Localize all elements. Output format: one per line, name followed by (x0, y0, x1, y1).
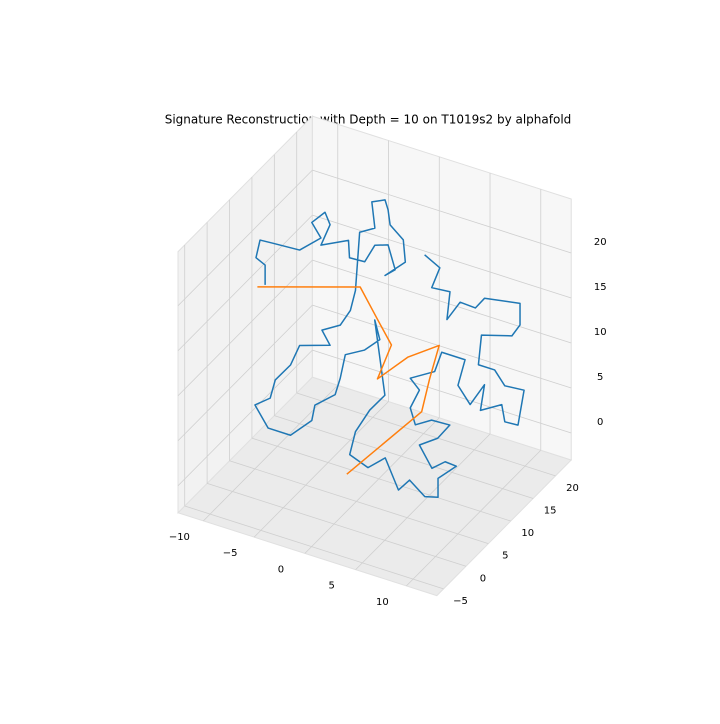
x-tick-label: −10 (169, 532, 190, 543)
y-tick-label: 15 (544, 505, 557, 516)
z-tick-label: 10 (594, 327, 607, 338)
grid-line (312, 259, 572, 344)
x-tick-label: 0 (278, 564, 284, 575)
x-tick-label: −5 (223, 548, 238, 559)
grid-line (312, 304, 572, 389)
grid-line (177, 304, 313, 442)
grid-line (312, 214, 572, 299)
y-tick-label: 0 (480, 573, 486, 584)
grid-line (203, 384, 339, 522)
z-tick-label: 0 (597, 417, 603, 428)
grid-line (229, 460, 489, 545)
grid-line (207, 482, 467, 567)
chart-title: Signature Reconstruction with Depth = 10… (165, 113, 572, 127)
z-tick-label: 15 (594, 282, 607, 293)
grid-line (312, 169, 572, 254)
x-tick-label: 5 (328, 581, 334, 592)
grid-line (406, 449, 542, 587)
grid-line (177, 349, 313, 487)
grid-line (312, 349, 572, 434)
series-line (257, 286, 440, 475)
grid-line (253, 401, 389, 538)
grid-line (296, 392, 556, 477)
grid-line (177, 259, 313, 397)
y-tick-label: −5 (453, 596, 468, 607)
grid-line (304, 417, 440, 554)
grid-line (251, 437, 511, 522)
x-tick-label: 10 (376, 597, 389, 608)
series-line (254, 199, 525, 499)
grid-line (177, 214, 313, 352)
y-tick-label: 20 (566, 483, 579, 494)
grid-line (274, 415, 534, 499)
z-tick-label: 5 (597, 372, 603, 383)
z-tick-label: 20 (594, 237, 607, 248)
grid-line (355, 433, 491, 570)
grid-line (177, 169, 313, 307)
back-pane (311, 115, 572, 461)
grid-line (184, 505, 444, 590)
y-tick-label: 5 (502, 551, 508, 562)
y-tick-label: 10 (521, 528, 534, 539)
